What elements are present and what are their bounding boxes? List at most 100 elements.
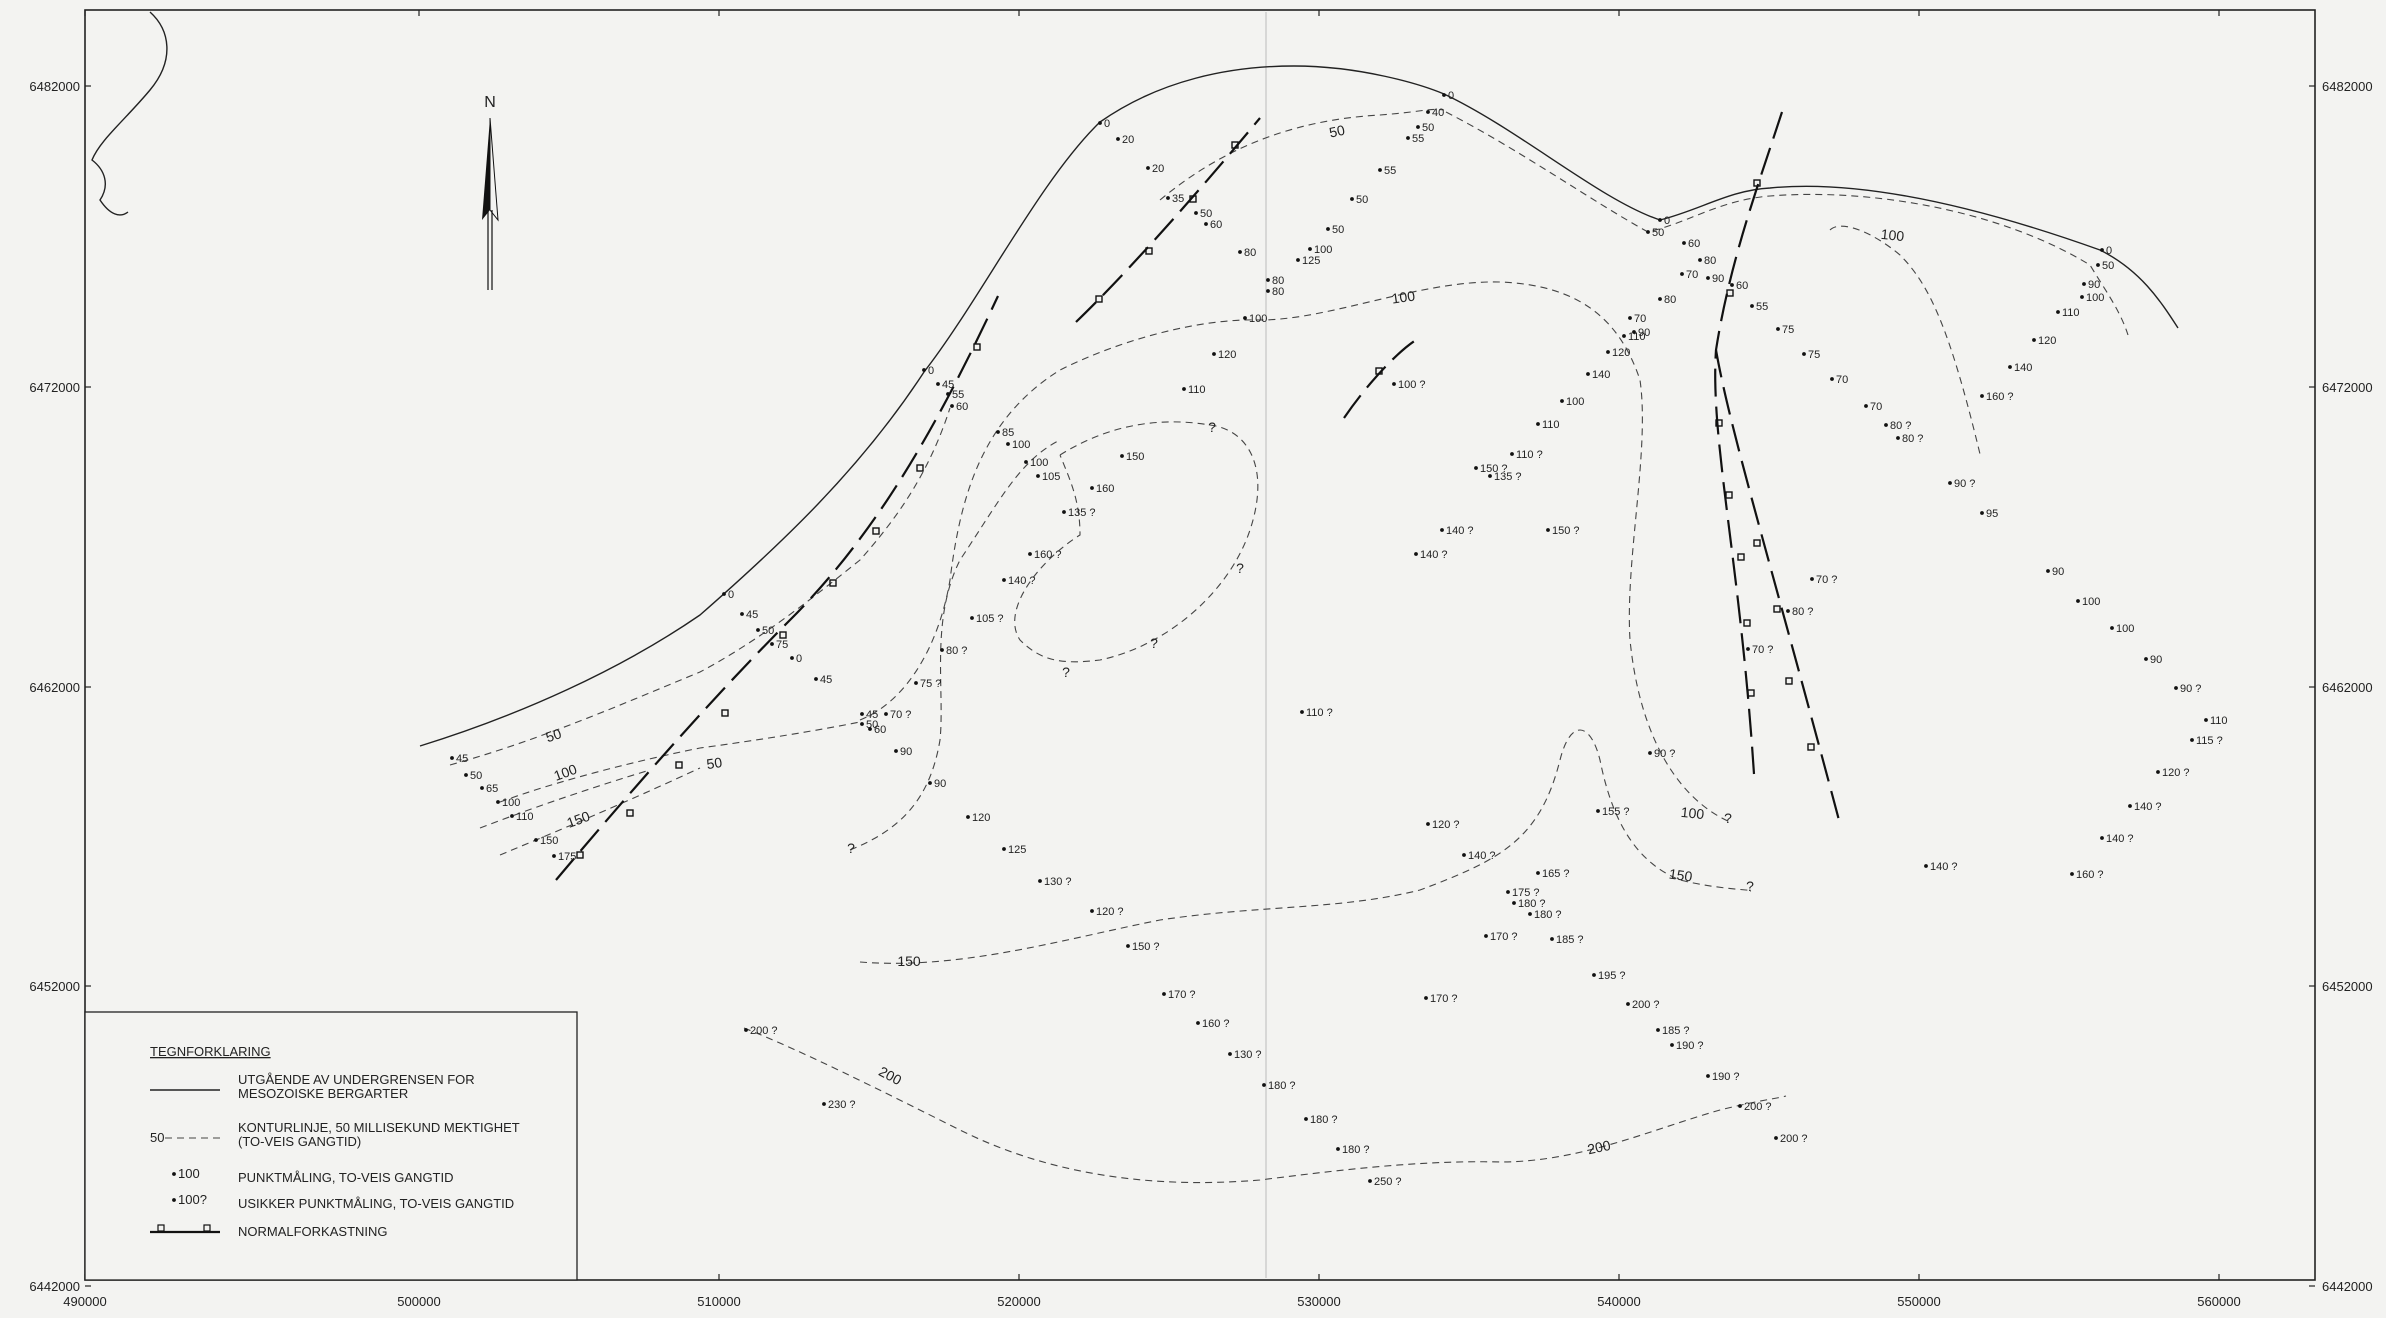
measurement-dot [1262, 1083, 1266, 1087]
contour-label: ? [1150, 635, 1158, 651]
measurement-label: 0 [928, 365, 934, 377]
measurement-dot [1622, 334, 1626, 338]
measurement-label: 45 [746, 609, 758, 621]
measurement-dot [1864, 404, 1868, 408]
measurement-label: 150 ? [1480, 463, 1508, 475]
x-tick-label: 550000 [1897, 1294, 1940, 1309]
measurement-dot [790, 656, 794, 660]
measurement-label: 80 ? [1792, 606, 1813, 618]
measurement-dot [1120, 454, 1124, 458]
measurement-dot [1326, 227, 1330, 231]
measurement-label: 100 [1030, 457, 1048, 469]
measurement-dot [1528, 912, 1532, 916]
y-tick-label-right: 6442000 [2322, 1279, 2373, 1294]
measurement-label: 0 [1664, 215, 1670, 227]
measurement-label: 120 [2038, 335, 2056, 347]
measurement-label: 120 [1612, 347, 1630, 359]
y-tick-label-left: 6462000 [29, 680, 80, 695]
measurement-label: 125 [1302, 255, 1320, 267]
measurement-label: 140 ? [1420, 549, 1448, 561]
measurement-dot [450, 756, 454, 760]
measurement-dot [1440, 528, 1444, 532]
measurement-dot [1368, 1179, 1372, 1183]
measurement-label: 100 [1012, 439, 1030, 451]
contour-label: 200 [1586, 1137, 1612, 1158]
measurement-dot [1002, 578, 1006, 582]
measurement-dot [2174, 686, 2178, 690]
measurement-dot [868, 727, 872, 731]
measurement-label: 55 [1384, 165, 1396, 177]
measurement-dot [1706, 276, 1710, 280]
measurement-dot [1698, 258, 1702, 262]
measurement-dot [1090, 909, 1094, 913]
measurement-dot [1896, 436, 1900, 440]
measurement-label: 185 ? [1556, 934, 1584, 946]
x-tick-label: 520000 [997, 1294, 1040, 1309]
measurement-dot [1948, 481, 1952, 485]
measurement-label: 50 [470, 770, 482, 782]
legend-point-dot [172, 1172, 176, 1176]
measurement-dot [2056, 310, 2060, 314]
measurement-dot [1586, 372, 1590, 376]
measurement-dot [1802, 352, 1806, 356]
measurement-dot [1426, 822, 1430, 826]
y-tick-label-left: 6482000 [29, 79, 80, 94]
measurement-label: 120 ? [1432, 819, 1460, 831]
measurement-dot [1626, 1002, 1630, 1006]
legend-item-fault: NORMALFORKASTNING [150, 1224, 388, 1239]
measurement-dot [1474, 466, 1478, 470]
outcrop-boundary [419, 65, 2179, 747]
contour-label: 100 [1391, 287, 1417, 306]
measurement-points: 0202035506080808010012510050505555504001… [450, 90, 2228, 1188]
measurement-label: 90 [900, 746, 912, 758]
measurement-dot [966, 815, 970, 819]
measurement-dot [1196, 1021, 1200, 1025]
measurement-dot [922, 368, 926, 372]
measurement-dot [936, 382, 940, 386]
measurement-dot [2032, 338, 2036, 342]
measurement-dot [1442, 93, 1446, 97]
measurement-label: 50 [1356, 194, 1368, 206]
measurement-label: 150 ? [1552, 525, 1580, 537]
measurement-label: 90 [1638, 327, 1650, 339]
legend-prefix: 100? [178, 1192, 207, 1207]
measurement-label: 100 [2082, 596, 2100, 608]
measurement-label: 120 [1218, 349, 1236, 361]
contour-label: 150 [1668, 866, 1694, 885]
measurement-dot [1414, 552, 1418, 556]
measurement-dot [822, 1102, 826, 1106]
measurement-dot [1038, 879, 1042, 883]
measurement-dot [1194, 211, 1198, 215]
measurement-dot [1036, 474, 1040, 478]
contour-label: ? [1724, 810, 1732, 826]
measurement-dot [480, 786, 484, 790]
legend-item-point: 100? USIKKER PUNKTMÅLING, TO-VEIS GANGTID [172, 1192, 514, 1211]
x-tick-label: 560000 [2197, 1294, 2240, 1309]
measurement-label: 60 [1688, 238, 1700, 250]
measurement-dot [1392, 382, 1396, 386]
measurement-label: 110 [1628, 331, 1646, 343]
measurement-dot [1682, 241, 1686, 245]
contour-label: 50 [1328, 122, 1347, 141]
measurement-label: 100 [1249, 313, 1267, 325]
measurement-label: 50 [1652, 227, 1664, 239]
measurement-dot [1632, 330, 1636, 334]
measurement-label: 70 [1870, 401, 1882, 413]
measurement-dot [770, 642, 774, 646]
measurement-dot [1656, 1028, 1660, 1032]
measurement-dot [1746, 647, 1750, 651]
measurement-dot [2128, 804, 2132, 808]
measurement-dot [1550, 937, 1554, 941]
measurement-dot [1680, 272, 1684, 276]
measurement-dot [2008, 365, 2012, 369]
measurement-label: 160 [1096, 483, 1114, 495]
measurement-label: 100 ? [1398, 379, 1426, 391]
measurement-label: 80 [1272, 275, 1284, 287]
measurement-label: 100 [2116, 623, 2134, 635]
legend-text: PUNKTMÅLING, TO-VEIS GANGTID [238, 1170, 454, 1185]
measurement-dot [1204, 222, 1208, 226]
measurement-dot [1560, 399, 1564, 403]
measurement-label: 115 ? [2196, 735, 2223, 747]
measurement-dot [928, 781, 932, 785]
measurement-dot [1098, 121, 1102, 125]
